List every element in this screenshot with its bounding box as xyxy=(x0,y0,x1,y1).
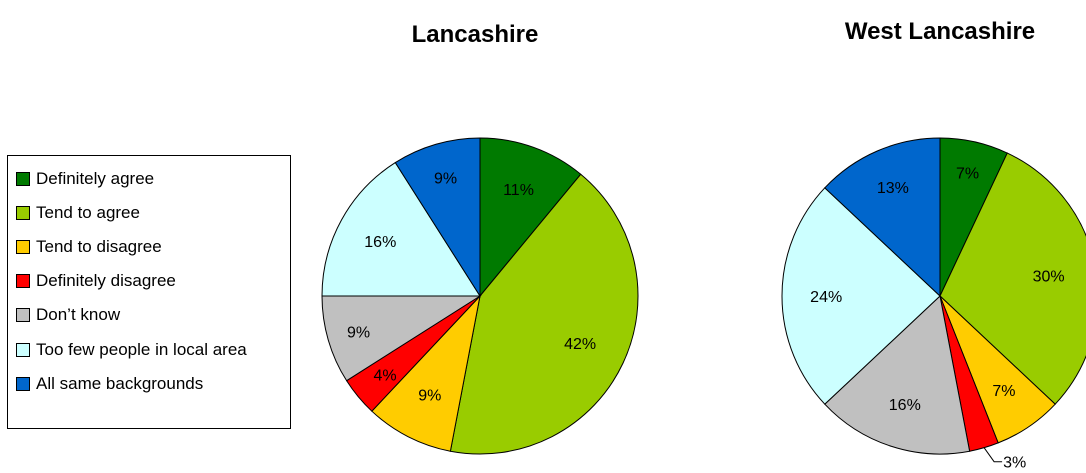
pie-slice-tend-to-disagree xyxy=(371,294,481,452)
legend-label: Definitely agree xyxy=(36,169,155,188)
legend-swatch xyxy=(16,206,30,220)
legend-swatch xyxy=(16,172,30,186)
lancashire-pie: 11% 42% 9% 4% 9% 16% 9% xyxy=(321,137,639,455)
pie-slice-dont-know xyxy=(321,295,482,382)
legend-swatch xyxy=(16,274,30,288)
legend-label: Too few people in local area xyxy=(36,340,247,359)
slice-label: 9% xyxy=(418,388,441,405)
slice-label: 7% xyxy=(992,383,1015,400)
slice-label: 30% xyxy=(1033,268,1065,285)
slice-label: 7% xyxy=(956,166,979,183)
legend: Definitely agree Tend to agree Tend to dis… xyxy=(7,155,291,429)
slice-label: 3% xyxy=(1003,455,1026,472)
pie-slice-tend-to-agree xyxy=(939,152,1086,405)
west-lancashire-title: West Lancashire xyxy=(845,18,1035,45)
pie-slice-definitely-agree xyxy=(479,137,582,298)
west-lancashire-pie: 7% 30% 7% 3% 16% 24% 13% xyxy=(781,137,1086,472)
slice-label: 16% xyxy=(889,397,921,414)
legend-item: Tend to disagree xyxy=(16,236,162,258)
legend-swatch xyxy=(16,308,30,322)
slice-label: 4% xyxy=(373,368,396,385)
legend-item: Tend to agree xyxy=(16,202,140,224)
pie-slice-too-few-people xyxy=(781,187,941,405)
legend-label: All same backgrounds xyxy=(36,374,204,393)
legend-label: Tend to disagree xyxy=(36,237,162,256)
pie-slice-tend-to-agree xyxy=(449,173,639,455)
pie-slice-all-same-backgrounds xyxy=(824,137,941,298)
slice-label: 13% xyxy=(877,180,909,197)
slice-label: 9% xyxy=(434,171,457,188)
lancashire-title: Lancashire xyxy=(412,21,539,48)
legend-swatch xyxy=(16,240,30,254)
slice-label: 16% xyxy=(364,234,396,251)
legend-label: Definitely disagree xyxy=(36,271,176,290)
pie-slice-too-few-people xyxy=(321,161,481,297)
legend-item: Too few people in local area xyxy=(16,339,247,361)
legend-swatch xyxy=(16,377,30,391)
legend-label: Don’t know xyxy=(36,305,121,324)
legend-label: Tend to agree xyxy=(36,203,140,222)
legend-item: Definitely disagree xyxy=(16,270,176,292)
legend-swatch xyxy=(16,343,30,357)
pie-slice-dont-know xyxy=(824,295,971,455)
legend-item: Don’t know xyxy=(16,304,120,326)
slice-label: 9% xyxy=(347,324,370,341)
legend-item: Definitely agree xyxy=(16,168,154,190)
slice-label: 24% xyxy=(810,289,842,306)
leader-line xyxy=(983,447,1003,463)
slice-label: 11% xyxy=(503,182,534,199)
legend-item: All same backgrounds xyxy=(16,373,203,395)
pie-slice-all-same-backgrounds xyxy=(394,137,481,298)
slice-label: 42% xyxy=(564,336,596,353)
